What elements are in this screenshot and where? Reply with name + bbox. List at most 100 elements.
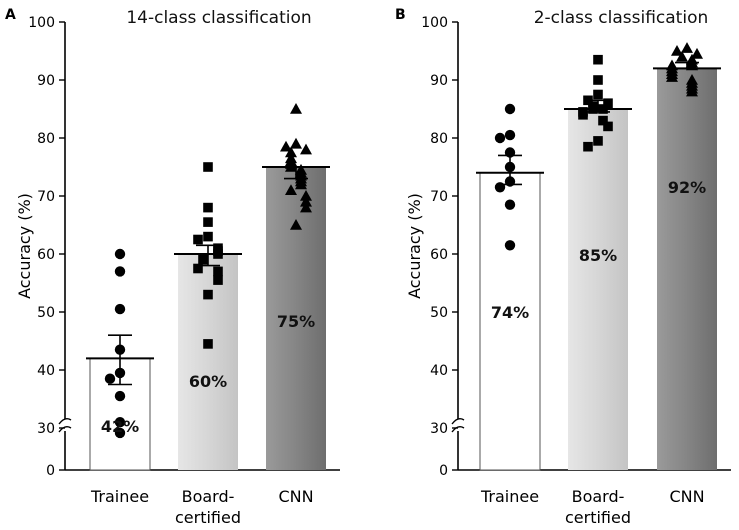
y-tick-label: 0 xyxy=(439,463,448,479)
data-point xyxy=(280,140,292,152)
data-point xyxy=(285,146,297,158)
data-point xyxy=(290,103,302,114)
data-point xyxy=(681,42,693,53)
x-tick-label: CNN xyxy=(669,487,704,506)
data-point xyxy=(504,161,516,173)
data-point xyxy=(593,89,603,100)
data-point xyxy=(593,54,603,65)
x-tick-label: CNN xyxy=(278,487,313,506)
bar-value-label: 42% xyxy=(101,417,139,436)
data-point xyxy=(114,390,126,402)
y-tick-label: 100 xyxy=(28,15,55,31)
y-tick-label: 40 xyxy=(37,363,55,379)
y-tick-label: 80 xyxy=(37,131,55,147)
data-point xyxy=(300,201,312,213)
data-point xyxy=(593,136,603,146)
data-point xyxy=(114,266,126,277)
data-point xyxy=(598,115,608,126)
y-tick-label: 90 xyxy=(37,73,55,89)
bar-value-label: 75% xyxy=(277,312,315,331)
data-point xyxy=(603,121,613,132)
data-point xyxy=(666,71,678,82)
data-point xyxy=(114,367,126,379)
data-point xyxy=(114,417,126,428)
panel-b: B 2-class classification Accuracy (%) 0 30 40… xyxy=(395,7,731,527)
y-axis-label: Accuracy (%) xyxy=(15,193,34,299)
data-point xyxy=(290,219,302,230)
x-tick-label: Board- xyxy=(182,487,235,506)
data-point xyxy=(494,132,506,144)
bar-cnn xyxy=(657,68,717,471)
axis-break-mark xyxy=(451,425,465,433)
data-point xyxy=(213,266,223,277)
x-tick-label: certified xyxy=(175,508,241,527)
y-tick-label: 70 xyxy=(37,189,55,205)
data-point xyxy=(193,263,203,274)
bar-value-label: 60% xyxy=(189,372,227,391)
data-point xyxy=(583,141,593,152)
data-point xyxy=(300,190,312,201)
data-point xyxy=(203,162,213,172)
data-point xyxy=(114,248,126,260)
data-point xyxy=(676,50,688,62)
data-point xyxy=(583,95,593,106)
data-point xyxy=(213,275,223,285)
data-point xyxy=(300,195,312,207)
data-point xyxy=(203,339,213,349)
bar-cnn xyxy=(266,167,326,470)
axis-break-mark xyxy=(58,425,72,433)
y-tick-label: 90 xyxy=(430,73,448,89)
data-point xyxy=(598,104,608,114)
x-tick-label: Trainee xyxy=(90,487,149,506)
data-point xyxy=(588,104,598,114)
data-point xyxy=(504,199,516,210)
y-tick-label: 30 xyxy=(37,421,55,437)
data-point xyxy=(203,289,213,300)
data-point xyxy=(290,137,302,149)
data-point xyxy=(203,217,213,227)
data-point xyxy=(114,344,126,355)
data-point xyxy=(504,103,516,115)
x-tick-label: Trainee xyxy=(480,487,539,506)
bar-value-label: 74% xyxy=(491,303,529,322)
data-point xyxy=(203,202,213,213)
data-point xyxy=(504,176,516,187)
data-point xyxy=(300,143,312,155)
y-tick-label: 0 xyxy=(46,463,55,479)
data-point xyxy=(213,249,223,259)
data-point xyxy=(203,231,213,242)
data-point xyxy=(504,147,516,158)
data-point xyxy=(494,182,506,193)
data-point xyxy=(671,45,683,56)
y-tick-label: 40 xyxy=(430,363,448,379)
y-tick-label: 70 xyxy=(430,189,448,205)
panel-a: A 14-class classification Accuracy (%) 0 30 4… xyxy=(5,7,340,527)
chart-title: 14-class classification xyxy=(126,8,311,28)
y-tick-label: 100 xyxy=(421,15,448,31)
y-tick-label: 60 xyxy=(430,247,448,263)
data-point xyxy=(686,85,698,97)
data-point xyxy=(114,427,126,439)
axis-break-mark xyxy=(451,417,465,425)
data-point xyxy=(593,75,603,85)
data-point xyxy=(104,373,116,384)
data-point xyxy=(285,161,297,172)
data-point xyxy=(578,110,588,120)
y-tick-label: 30 xyxy=(430,421,448,437)
axis-break-mark xyxy=(58,417,72,425)
panel-label: B xyxy=(395,7,406,23)
data-point xyxy=(504,129,516,141)
y-tick-label: 50 xyxy=(37,305,55,321)
data-point xyxy=(193,234,203,245)
bar-value-label: 85% xyxy=(579,246,617,265)
y-tick-label: 60 xyxy=(37,247,55,263)
y-tick-label: 50 xyxy=(430,305,448,321)
data-point xyxy=(114,303,126,315)
data-point xyxy=(686,59,698,71)
data-point xyxy=(504,240,516,251)
chart-title: 2-class classification xyxy=(534,8,709,28)
bar-board-certified xyxy=(568,109,628,470)
data-point xyxy=(603,98,613,108)
x-tick-label: certified xyxy=(565,508,631,527)
